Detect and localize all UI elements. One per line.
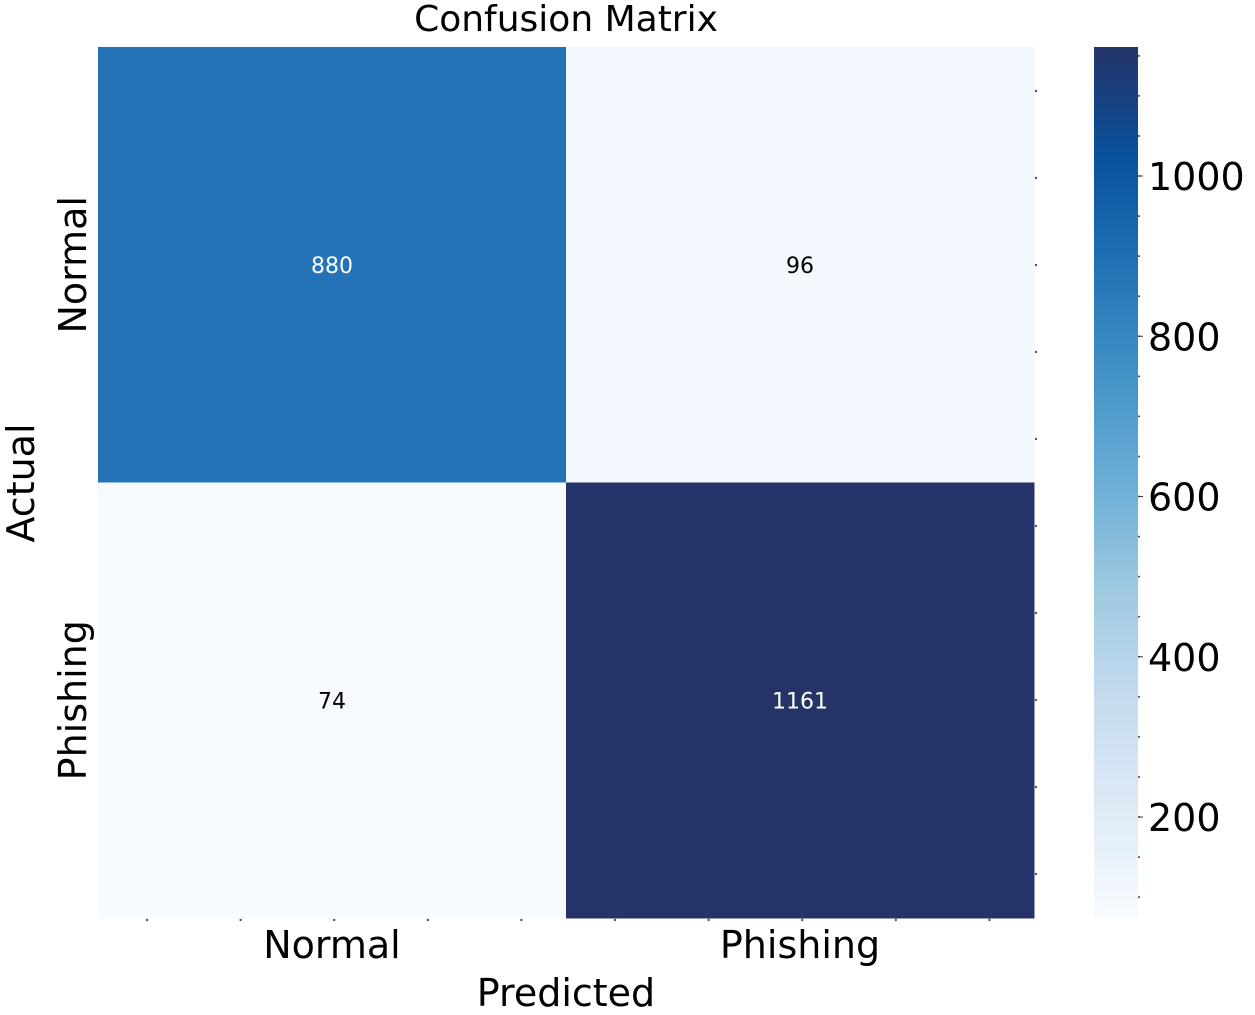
- right-minor-tick: [1034, 524, 1038, 528]
- colorbar-minor-tick: [1138, 94, 1140, 97]
- right-minor-tick: [1034, 89, 1038, 93]
- colorbar-minor-tick: [1138, 255, 1140, 258]
- colorbar-tick-label: 600: [1148, 476, 1221, 520]
- cell-value-label: 96: [786, 254, 814, 279]
- chart-title: Confusion Matrix: [414, 0, 718, 40]
- x-tick-label: Phishing: [720, 923, 880, 967]
- x-axis-label: Predicted: [477, 971, 655, 1011]
- right-minor-tick: [1034, 263, 1038, 267]
- cell-value-label: 880: [311, 254, 353, 279]
- colorbar-minor-tick: [1138, 54, 1140, 57]
- x-minor-tick: [145, 918, 149, 922]
- y-tick-label: Normal: [51, 196, 95, 334]
- colorbar-tick-label: 800: [1148, 315, 1221, 359]
- colorbar-tick-label: 1000: [1148, 155, 1245, 199]
- colorbar-minor-tick: [1138, 495, 1140, 498]
- colorbar-minor-tick: [1138, 896, 1140, 899]
- x-minor-tick: [988, 918, 991, 922]
- colorbar-minor-tick: [1138, 175, 1140, 178]
- colorbar: [1094, 47, 1138, 918]
- colorbar-minor-tick: [1138, 295, 1140, 298]
- x-minor-tick: [801, 918, 804, 922]
- heatmap-cell: [566, 482, 1035, 919]
- y-axis-label: Actual: [0, 423, 43, 542]
- x-minor-tick: [239, 918, 242, 922]
- right-minor-tick: [1034, 698, 1038, 702]
- cell-value-label: 1161: [772, 689, 828, 714]
- colorbar-minor-tick: [1138, 535, 1140, 538]
- right-minor-tick: [1034, 872, 1038, 876]
- colorbar-tick-label: 400: [1148, 636, 1221, 680]
- colorbar-minor-tick: [1138, 856, 1140, 859]
- heatmap-cell: [98, 482, 567, 919]
- x-minor-tick: [520, 918, 523, 922]
- x-minor-tick: [894, 918, 897, 922]
- colorbar-minor-tick: [1138, 775, 1140, 778]
- colorbar-minor-tick: [1138, 655, 1140, 658]
- right-minor-tick: [1034, 611, 1038, 615]
- y-tick-label: Phishing: [51, 620, 95, 780]
- colorbar-minor-tick: [1138, 735, 1140, 738]
- right-minor-tick: [1034, 176, 1038, 180]
- colorbar-minor-tick: [1138, 375, 1140, 378]
- colorbar-tick-label: 200: [1148, 796, 1221, 840]
- cell-value-label: 74: [318, 689, 346, 714]
- colorbar-minor-tick: [1138, 215, 1140, 218]
- heatmap-cell: [566, 47, 1035, 483]
- x-minor-tick: [613, 918, 617, 922]
- colorbar-minor-tick: [1138, 415, 1140, 418]
- right-minor-tick: [1034, 437, 1038, 441]
- heatmap-cell: [98, 47, 567, 483]
- x-minor-tick: [426, 918, 429, 922]
- x-tick-label: Normal: [263, 923, 401, 967]
- colorbar-minor-tick: [1138, 816, 1140, 819]
- colorbar-minor-tick: [1138, 134, 1140, 137]
- x-minor-tick: [333, 918, 336, 922]
- colorbar-minor-tick: [1138, 455, 1140, 458]
- colorbar-minor-tick: [1138, 615, 1140, 618]
- colorbar-minor-tick: [1138, 575, 1140, 578]
- right-minor-tick: [1034, 785, 1038, 789]
- right-minor-tick: [1034, 350, 1038, 354]
- colorbar-minor-tick: [1138, 335, 1140, 338]
- colorbar-minor-tick: [1138, 695, 1140, 698]
- x-minor-tick: [707, 918, 710, 922]
